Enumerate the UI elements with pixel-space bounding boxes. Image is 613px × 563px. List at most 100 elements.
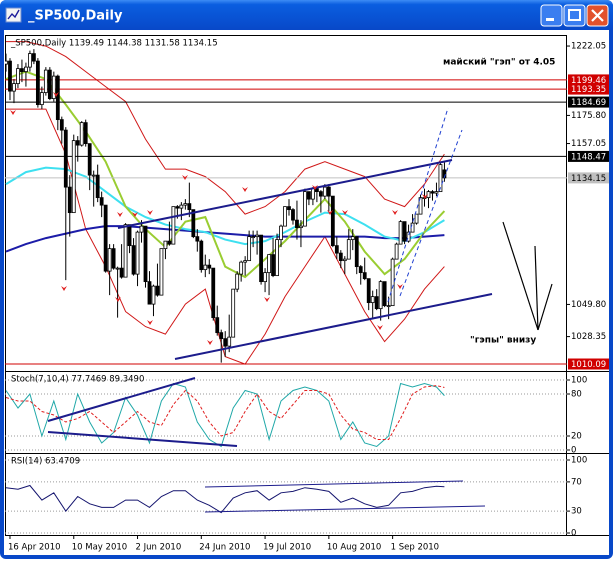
minimize-button[interactable] [540,4,563,27]
user-drawings [10,92,553,513]
y-tick-label: 0 [571,528,576,538]
candle-body [155,285,160,296]
candle-body [43,69,48,94]
indicator-line [5,166,445,246]
annotation: майский "гэп" от 4.05 [443,58,555,68]
candle-body [191,209,196,238]
close-button[interactable] [586,4,609,27]
candle-body [267,254,271,274]
candle-body [255,234,260,238]
candle-body [215,317,220,334]
indicator-line [6,41,445,215]
candle-body [434,191,439,194]
candle-body [390,258,395,307]
plot-layer: _SP500,Daily 1139.49 1144.38 1131.58 113… [5,39,567,534]
candle-body [20,68,24,73]
candle-body [71,140,76,214]
y-tick-label: 1222.05 [571,42,606,52]
candle-body [374,296,379,310]
candle-body [16,68,20,85]
maximize-button[interactable] [563,4,586,27]
y-tick-label: 1049.80 [571,300,606,310]
candle-body [346,239,351,260]
candle-body [378,281,383,310]
candle-body [227,336,232,347]
candle-body [167,240,172,245]
candle-body [95,174,100,199]
candle-body [195,236,200,242]
level-label-box [568,172,609,184]
candle-body [358,266,363,274]
candle-body [103,204,108,272]
y-tick-label: 20 [571,431,582,441]
candle-body [295,219,299,229]
level-label-box [568,83,609,95]
candle-body [330,195,335,247]
candle-body [111,248,116,269]
indicator-line [5,484,445,514]
candle-body [75,140,80,146]
candle-body [354,236,359,268]
candle-body [279,225,283,241]
candle-body [382,281,387,307]
candle-body [12,83,16,92]
level-label-box [568,74,609,86]
candle-body [83,122,88,145]
candle-body [59,119,64,131]
candle-body [163,240,168,250]
candle-body [151,285,156,305]
candle-body [235,273,240,290]
x-tick-label: 24 Jun 2010 [199,543,250,553]
candle-body [362,272,367,280]
candle-body [223,338,228,347]
candle-body [31,53,36,62]
y-tick-label: 1028.35 [571,332,606,342]
level-label: 1134.15 [571,174,606,184]
candle-body [179,204,184,209]
candle-body [39,92,44,106]
pane-header: Stoch(7,10,4) 77.7469 89.3490 [11,375,144,385]
indicator-line [5,70,446,279]
indicator-line [5,385,445,440]
level-label-box [568,358,609,370]
candle-body [322,186,327,197]
candle-body [203,264,208,271]
candle-body [366,278,371,304]
y-tick-label: 100 [571,455,587,465]
candle-body [386,305,391,308]
candle-body [263,272,267,283]
y-tick-label: 80 [571,390,582,400]
candle-body [338,252,343,262]
candle-body [115,267,120,270]
candle-body [251,236,256,239]
candle-body [55,75,60,121]
candle-body [303,191,307,227]
candle-body [418,197,423,215]
candle-body [123,224,128,278]
candle-body [326,186,331,197]
candle-body [342,258,347,262]
title-bar [0,0,613,30]
indicator-line [5,225,445,253]
y-tick-label: 1175.80 [571,111,606,121]
candle-body [243,260,248,263]
candle-body [67,186,72,214]
candle-body [247,236,252,262]
candle-body [175,206,180,209]
level-label: 1193.35 [571,85,606,95]
candle-body [107,248,112,272]
pane-header: _SP500,Daily 1139.49 1144.38 1131.58 113… [10,39,218,49]
chart-area [4,30,609,555]
window-icon-graph [7,9,20,20]
candle-body [63,129,68,188]
candle-body [287,206,291,211]
candle-body [187,203,192,211]
candle-body [318,191,323,197]
candle-body [291,209,295,221]
y-tick-label: 1157.05 [571,139,606,149]
candle-body [438,164,443,193]
y-tick-label: 0 [571,445,576,455]
candle-body [8,60,12,92]
